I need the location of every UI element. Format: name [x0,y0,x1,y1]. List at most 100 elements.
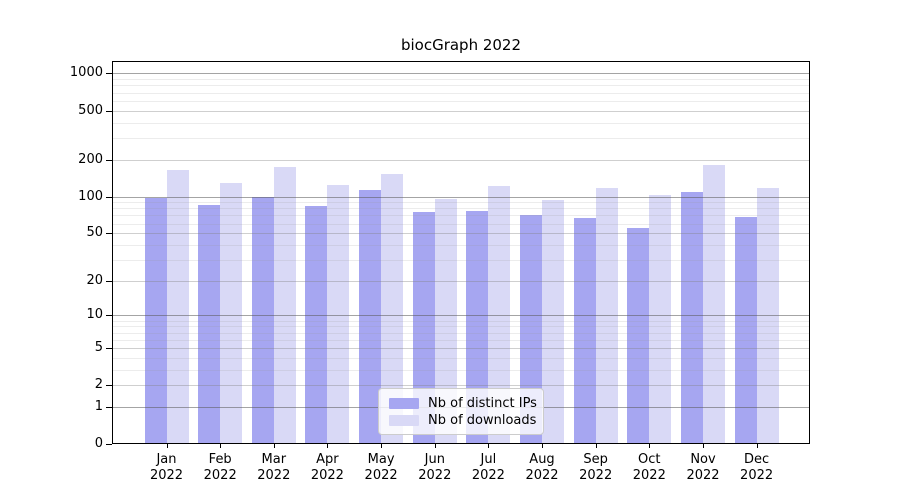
x-tick-label: Sep 2022 [579,452,613,483]
bar-downloads [488,185,511,444]
gridline-80 [112,208,810,210]
x-tick-label: Oct 2022 [632,452,666,483]
gridline-2 [112,385,810,387]
y-axis-tick [106,406,112,408]
bar-distinct-ips [681,191,703,444]
y-axis-tick [106,233,112,235]
x-axis-tick [488,444,490,448]
y-axis-tick [106,444,112,445]
plot-area: Nb of distinct IPs Nb of downloads [112,61,810,444]
gridline-10 [112,315,810,317]
x-tick-label: Jun 2022 [418,452,452,483]
gridline-400 [112,122,810,124]
legend: Nb of distinct IPs Nb of downloads [378,388,544,435]
x-tick-label: Jan 2022 [149,452,184,483]
y-axis-tick [106,73,112,75]
gridline-300 [112,137,810,139]
y-tick-label: 20 [86,272,103,288]
gridline-6 [112,339,810,341]
bar-downloads [381,174,404,444]
y-axis-tick [106,385,112,387]
legend-label-distinct-ips: Nb of distinct IPs [428,396,537,411]
gridline-7 [112,332,810,334]
gridline-70 [112,215,810,217]
gridline-9 [112,320,810,322]
y-tick-label: 50 [86,225,103,241]
y-axis-tick [106,196,112,198]
x-axis-tick [434,444,436,448]
gridline-1000 [112,73,810,75]
bar-distinct-ips [359,190,382,444]
x-tick-label: Mar 2022 [257,452,291,483]
x-axis-tick [703,444,704,448]
gridline-4 [112,357,810,359]
bar-downloads [327,184,350,444]
y-tick-label: 1000 [69,65,103,81]
x-tick-label: Feb 2022 [203,452,237,483]
x-tick-label: Dec 2022 [740,452,774,483]
y-tick-label: 10 [86,307,103,323]
x-axis-tick [220,444,222,448]
y-tick-label: 0 [94,436,103,451]
gridline-90 [112,202,810,204]
x-tick-label: Apr 2022 [310,452,344,483]
legend-swatch-downloads [389,415,419,426]
bar-downloads [273,167,296,444]
x-tick-label: Jul 2022 [471,452,505,483]
legend-label-downloads: Nb of downloads [428,413,537,428]
gridline-8 [112,326,810,328]
bar-distinct-ips [466,211,489,444]
bar-distinct-ips [627,228,650,444]
gridline-700 [112,92,810,94]
gridline-100 [112,196,810,198]
y-axis-tick [106,110,112,112]
y-axis-tick [106,347,112,349]
bar-distinct-ips [144,197,167,444]
gridline-200 [112,159,810,161]
bar-downloads [703,164,725,444]
gridline-60 [112,223,810,225]
bar-distinct-ips [573,217,596,444]
gridline-500 [112,110,810,112]
bar-downloads [220,182,243,444]
y-tick-label: 500 [78,102,103,118]
gridline-600 [112,100,810,102]
bar-downloads [166,169,189,444]
y-tick-label: 1 [94,398,103,414]
bar-distinct-ips [305,206,328,444]
gridline-40 [112,244,810,246]
y-axis-tick [106,315,112,317]
gridline-50 [112,233,810,235]
x-axis-tick [166,444,168,448]
x-axis-tick [542,444,543,448]
bar-downloads [542,200,565,444]
bar-distinct-ips [520,215,543,444]
y-tick-label: 2 [94,377,103,393]
y-axis-tick [106,159,112,161]
x-axis-tick [381,444,383,448]
bar-downloads [434,198,457,444]
x-axis-tick [649,444,651,448]
gridline-30 [112,259,810,261]
x-axis-tick [327,444,329,448]
legend-swatch-distinct-ips [389,398,419,409]
gridline-900 [112,79,810,81]
y-axis-tick [106,280,112,282]
y-tick-label: 5 [94,339,103,355]
y-tick-label: 200 [78,151,103,167]
legend-entry-distinct-ips: Nb of distinct IPs [389,396,537,411]
x-axis-tick [273,444,275,448]
x-tick-label: May 2022 [364,452,398,483]
bar-distinct-ips [734,216,757,444]
bar-distinct-ips [198,204,221,444]
y-tick-label: 100 [78,188,103,204]
x-axis-tick [756,444,758,448]
x-tick-label: Nov 2022 [686,452,720,483]
x-axis-tick [595,444,597,448]
gridline-800 [112,85,810,87]
bar-distinct-ips [251,197,274,444]
gridline-3 [112,369,810,371]
legend-entry-downloads: Nb of downloads [389,413,537,428]
x-tick-label: Aug 2022 [525,452,559,483]
